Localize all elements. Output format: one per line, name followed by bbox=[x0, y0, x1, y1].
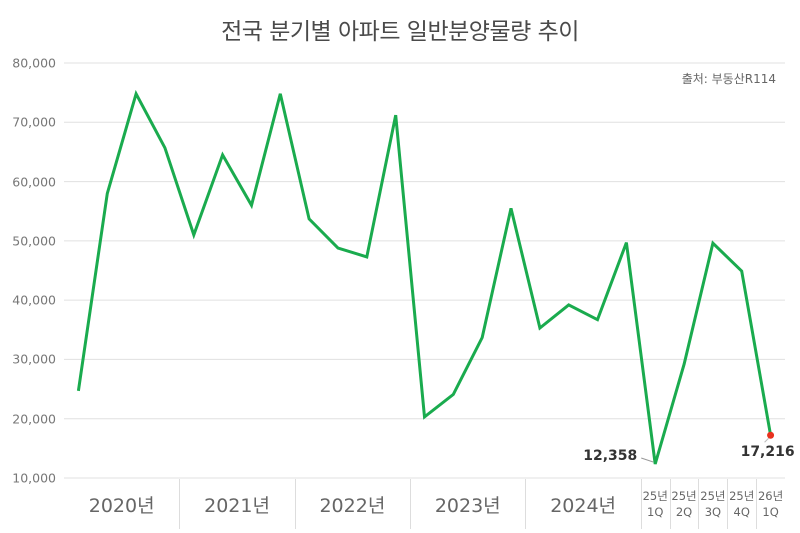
x-tick-label: 25년 3Q bbox=[700, 489, 726, 519]
data-label-low: 12,358 bbox=[583, 448, 638, 465]
y-tick-label: 80,000 bbox=[12, 55, 56, 71]
y-tick-label: 60,000 bbox=[12, 174, 56, 190]
y-tick-label: 20,000 bbox=[12, 411, 56, 427]
y-tick-label: 30,000 bbox=[12, 351, 56, 367]
x-axis-divider bbox=[727, 479, 729, 529]
x-axis-divider bbox=[669, 479, 671, 529]
y-tick-label: 70,000 bbox=[12, 114, 56, 130]
y-tick-label: 40,000 bbox=[12, 292, 56, 308]
x-tick-label: 25년 1Q bbox=[642, 489, 668, 519]
chart-title: 전국 분기별 아파트 일반분양물량 추이 bbox=[221, 19, 579, 45]
x-tick-label: 26년 1Q bbox=[757, 489, 784, 519]
leader-line bbox=[641, 457, 654, 463]
y-tick-label: 50,000 bbox=[12, 233, 56, 249]
x-tick-label: 25년 2Q bbox=[671, 489, 697, 519]
x-tick-label: 2024년 bbox=[550, 494, 617, 517]
x-axis-divider bbox=[756, 479, 758, 529]
source-label: 출처: 부동산R114 bbox=[681, 72, 776, 86]
series-line bbox=[76, 89, 773, 465]
last-point-marker bbox=[767, 431, 775, 439]
data-label-last: 17,216 bbox=[740, 444, 795, 461]
y-tick-label: 10,000 bbox=[12, 470, 56, 486]
x-tick-label: 2020년 bbox=[88, 494, 155, 517]
x-tick-label: 2021년 bbox=[204, 494, 270, 517]
leader-line bbox=[764, 437, 769, 443]
x-axis-divider bbox=[525, 479, 527, 529]
x-axis-divider bbox=[179, 479, 181, 529]
x-axis-divider bbox=[410, 479, 412, 529]
x-tick-label: 2022년 bbox=[319, 494, 386, 517]
x-axis-divider bbox=[698, 479, 700, 529]
x-axis-divider bbox=[640, 479, 642, 529]
x-tick-label: 25년 4Q bbox=[729, 489, 755, 519]
x-tick-label: 2023년 bbox=[434, 494, 501, 517]
x-axis-divider bbox=[294, 479, 296, 529]
